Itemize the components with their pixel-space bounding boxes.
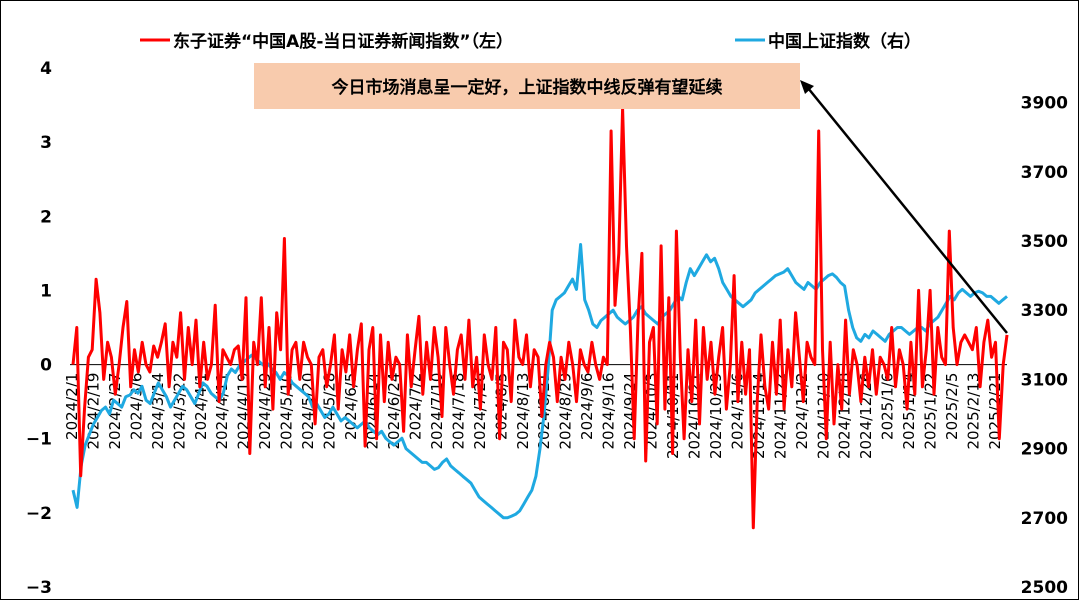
right-tick-label: 2700 xyxy=(1021,509,1068,529)
x-tick-label: 2024/8/29 xyxy=(557,373,575,450)
x-tick-label: 2024/4/1 xyxy=(192,373,210,440)
x-tick-label: 2024/3/22 xyxy=(170,373,188,450)
annotation-text: 今日市场消息呈一定好，上证指数中线反弹有望延续 xyxy=(332,77,723,98)
series-group xyxy=(71,107,1009,530)
x-tick-label: 2024/9/6 xyxy=(578,373,596,440)
annotation-arrow-head xyxy=(800,80,814,94)
shanghai-index-line xyxy=(71,243,1008,520)
left-tick-label: 1 xyxy=(40,281,52,301)
right-tick-label: 3300 xyxy=(1021,301,1068,321)
left-tick-label: 3 xyxy=(40,133,52,153)
right-y-axis: 2500 2700 2900 3100 3300 3500 3700 3900 xyxy=(1021,94,1068,598)
x-tick-label: 2024/12/2 xyxy=(793,373,811,450)
left-tick-label: 0 xyxy=(40,356,52,376)
annotation-box xyxy=(254,63,800,109)
x-tick-label: 2024/7/26 xyxy=(471,373,489,450)
right-tick-label: 3500 xyxy=(1021,232,1068,252)
x-tick-label: 2024/2/1 xyxy=(63,373,81,440)
x-tick-label: 2024/7/2 xyxy=(406,373,424,440)
left-tick-label: −2 xyxy=(26,504,52,524)
left-y-axis: −3 −2 −1 0 1 2 3 4 xyxy=(26,59,52,598)
legend: 东子证券“中国A股-当日证券新闻指数”（左） 中国上证指数（右） xyxy=(140,31,921,52)
right-tick-label: 3100 xyxy=(1021,370,1068,390)
right-tick-label: 3700 xyxy=(1021,163,1068,183)
x-tick-label: 2024/6/5 xyxy=(342,373,360,440)
x-tick-label: 2025/2/13 xyxy=(965,373,983,450)
annotation-arrow-line xyxy=(807,87,1008,334)
annotation: 今日市场消息呈一定好，上证指数中线反弹有望延续 xyxy=(254,63,1008,334)
right-tick-label: 2500 xyxy=(1021,578,1068,598)
left-tick-label: 2 xyxy=(40,207,52,227)
left-tick-label: −1 xyxy=(26,430,52,450)
x-tick-label: 2024/6/24 xyxy=(385,373,403,450)
x-tick-label: 2024/10/29 xyxy=(707,373,725,459)
x-tick-label: 2024/4/29 xyxy=(256,373,274,450)
x-tick-label: 2024/8/13 xyxy=(514,373,532,450)
legend-label-right: 中国上证指数（右） xyxy=(768,31,921,52)
x-axis: 2024/2/1 2024/2/19 2024/2/27 2024/3/6 2024/3… xyxy=(63,364,1007,459)
x-tick-label: 2024/11/14 xyxy=(750,373,768,459)
x-tick-label: 2024/2/19 xyxy=(84,373,102,450)
left-tick-label: −3 xyxy=(26,578,52,598)
x-tick-label: 2024/2/27 xyxy=(106,373,124,450)
x-tick-label: 2025/1/6 xyxy=(879,373,897,440)
x-tick-label: 2024/5/10 xyxy=(278,373,296,450)
x-tick-label: 2025/2/5 xyxy=(943,373,961,440)
left-tick-label: 4 xyxy=(40,59,52,79)
x-tick-label: 2024/9/16 xyxy=(600,373,618,450)
news-index-line xyxy=(71,107,1009,530)
right-tick-label: 3900 xyxy=(1021,94,1068,114)
x-tick-label: 2024/11/6 xyxy=(728,373,746,450)
x-tick-label: 2024/4/11 xyxy=(213,373,231,450)
right-tick-label: 2900 xyxy=(1021,440,1068,460)
x-tick-label: 2025/1/22 xyxy=(922,373,940,450)
legend-label-left: 东子证券“中国A股-当日证券新闻指数”（左） xyxy=(173,31,513,52)
